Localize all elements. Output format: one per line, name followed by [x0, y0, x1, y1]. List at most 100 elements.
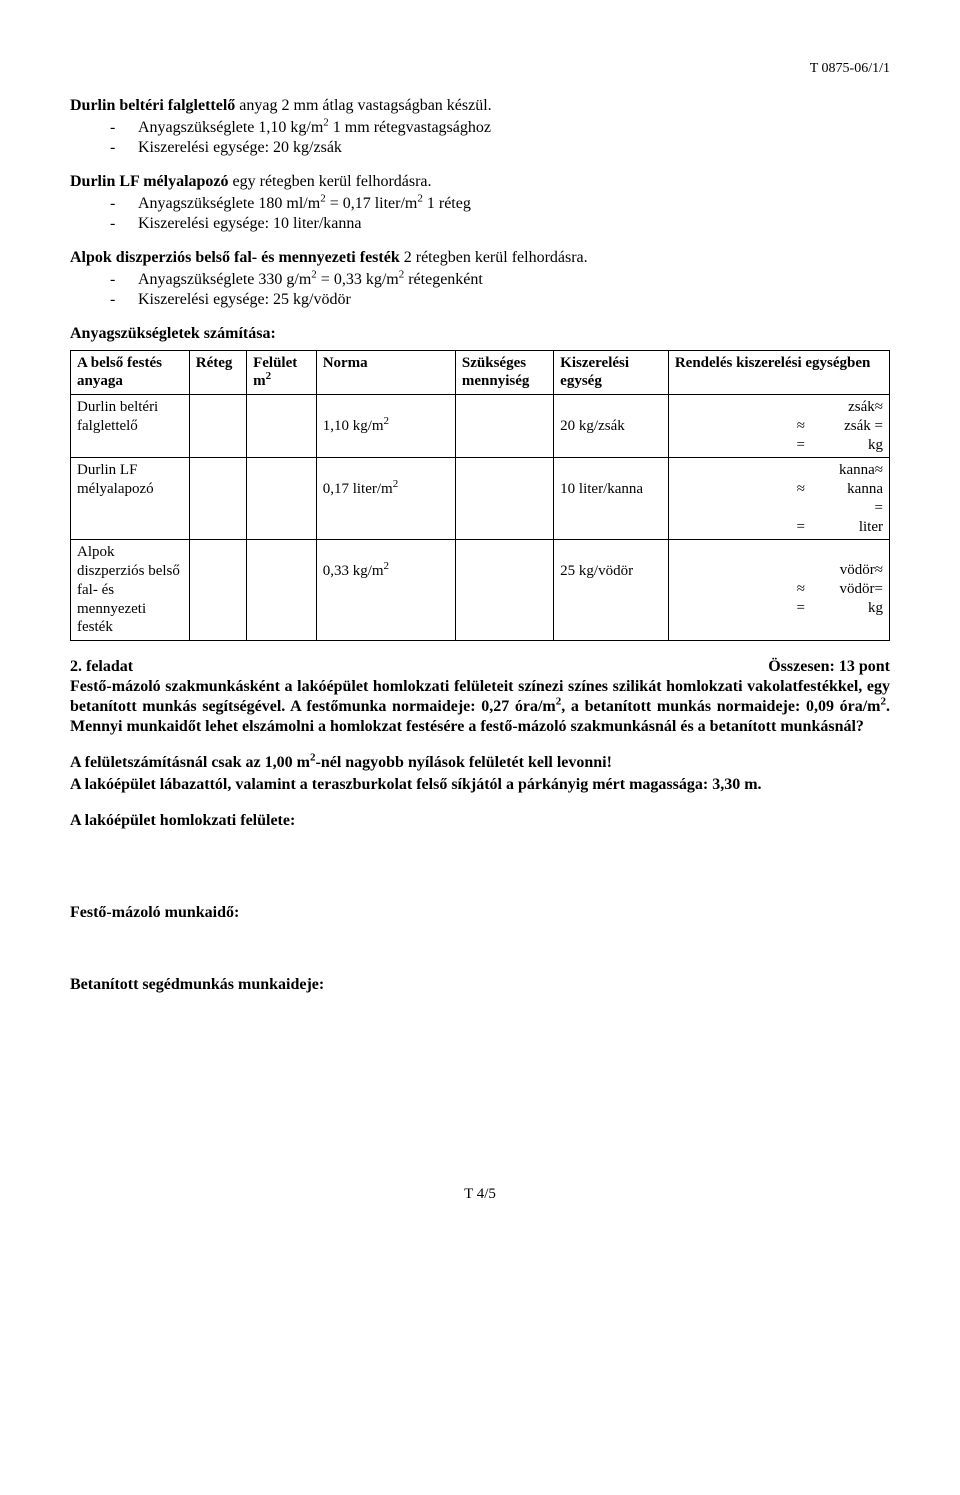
cell-norma: 0,33 kg/m2 — [316, 540, 455, 641]
cell-kisz: 10 liter/kanna — [554, 458, 669, 540]
cell-rend: vödör≈ ≈ vödör= = kg — [668, 540, 889, 641]
intro-block-1: Durlin beltéri falglettelő anyag 2 mm át… — [70, 96, 890, 158]
cell-kisz: 25 kg/vödör — [554, 540, 669, 641]
cell-felulet — [247, 395, 317, 458]
calc-table: A belső festés anyaga Réteg Felület m2 N… — [70, 350, 890, 642]
cell-szukseges — [455, 395, 553, 458]
cell-szukseges — [455, 458, 553, 540]
task2-s2: Festő-mázoló munkaidő: — [70, 903, 890, 923]
bullet-dash: - — [110, 270, 138, 290]
text: 0,17 liter/m — [323, 481, 393, 497]
text: 0,33 kg/m — [323, 563, 384, 579]
cell-anyag: Alpok diszperziós belső fal- és mennyeze… — [71, 540, 190, 641]
cell-kisz: 20 kg/zsák — [554, 395, 669, 458]
result-r1: kanna≈ — [675, 461, 883, 480]
material-3-list: - Anyagszükséglete 330 g/m2 = 0,33 kg/m2… — [70, 270, 890, 310]
cell-anyag: Durlin beltéri falglettelő — [71, 395, 190, 458]
eq-sign: = — [787, 436, 805, 455]
intro-block-3: Alpok diszperziós belső fal- és mennyeze… — [70, 248, 890, 310]
material-1-name: Durlin beltéri falglettelő — [70, 97, 235, 114]
superscript: 2 — [384, 415, 390, 427]
header-code: T 0875-06/1/1 — [70, 60, 890, 78]
material-1-desc: anyag 2 mm átlag vastagságban készül. — [235, 97, 491, 114]
cell-reteg — [189, 540, 246, 641]
result-unit: kg — [835, 599, 883, 618]
material-1-list: - Anyagszükséglete 1,10 kg/m2 1 mm réteg… — [70, 118, 890, 158]
cell-reteg — [189, 458, 246, 540]
calc-title: Anyagszükségletek számítása: — [70, 324, 890, 344]
cell-reteg — [189, 395, 246, 458]
cell-norma: 0,17 liter/m2 — [316, 458, 455, 540]
task2-height-note: A lakóépület lábazattól, valamint a tera… — [70, 775, 890, 795]
cell-felulet — [247, 540, 317, 641]
result-r1: zsák≈ — [675, 398, 883, 417]
table-row: Alpok diszperziós belső fal- és mennyeze… — [71, 540, 890, 641]
eq-sign: = — [787, 518, 805, 537]
cell-felulet — [247, 458, 317, 540]
cell-anyag: Durlin LF mélyalapozó — [71, 458, 190, 540]
th-reteg: Réteg — [189, 350, 246, 395]
text: 25 kg/vödör — [560, 563, 633, 579]
th-rend: Rendelés kiszerelési egységben — [668, 350, 889, 395]
approx-sign: ≈ — [797, 580, 805, 599]
result-r2: kanna = — [835, 480, 883, 518]
result-unit: liter — [835, 518, 883, 537]
result-r2: vödör= — [835, 580, 883, 599]
cell-rend: zsák≈ ≈ zsák = = kg — [668, 395, 889, 458]
list-item: Kiszerelési egysége: 25 kg/vödör — [138, 290, 351, 310]
bullet-dash: - — [110, 118, 138, 138]
material-3-name: Alpok diszperziós belső fal- és mennyeze… — [70, 249, 400, 266]
text: 20 kg/zsák — [560, 418, 625, 434]
material-3-desc: 2 rétegben kerül felhordásra. — [400, 249, 588, 266]
superscript: 2 — [266, 370, 272, 382]
superscript: 2 — [393, 478, 399, 490]
intro-block-2: Durlin LF mélyalapozó egy rétegben kerül… — [70, 172, 890, 234]
text: = 0,33 kg/m — [317, 271, 399, 288]
result-r1: vödör≈ — [675, 561, 883, 580]
material-2-name: Durlin LF mélyalapozó — [70, 173, 229, 190]
task2-note: A felületszámításnál csak az 1,00 m2-nél… — [70, 753, 890, 773]
th-szukseges: Szükséges mennyiség — [455, 350, 553, 395]
approx-sign: ≈ — [797, 480, 805, 518]
task2-label: 2. feladat — [70, 657, 133, 677]
th-kisz: Kiszerelési egység — [554, 350, 669, 395]
material-2-desc: egy rétegben kerül felhordásra. — [229, 173, 432, 190]
text: A felületszámításnál csak az 1,00 m — [70, 754, 310, 771]
task2-points: Összesen: 13 pont — [768, 657, 890, 677]
cell-szukseges — [455, 540, 553, 641]
cell-norma: 1,10 kg/m2 — [316, 395, 455, 458]
table-header-row: A belső festés anyaga Réteg Felület m2 N… — [71, 350, 890, 395]
table-row: Durlin beltéri falglettelő 1,10 kg/m2 20… — [71, 395, 890, 458]
text: , a betanított munkás normaideje: 0,09 ó… — [561, 698, 880, 715]
text: 1 mm rétegvastagsághoz — [329, 119, 491, 136]
result-r2: zsák = — [835, 417, 883, 436]
th-norma: Norma — [316, 350, 455, 395]
eq-sign: = — [787, 599, 805, 618]
task-2: 2. feladat Összesen: 13 pont Festő-mázol… — [70, 657, 890, 995]
text: 1 réteg — [423, 195, 471, 212]
th-felulet: Felület m2 — [247, 350, 317, 395]
approx-sign: ≈ — [797, 417, 805, 436]
superscript: 2 — [384, 560, 390, 572]
result-unit: kg — [835, 436, 883, 455]
list-item: Anyagszükséglete 1,10 kg/m2 1 mm rétegva… — [138, 118, 491, 138]
text: 1,10 kg/m — [323, 418, 384, 434]
text: Anyagszükséglete 180 ml/m — [138, 195, 320, 212]
text: Anyagszükséglete 1,10 kg/m — [138, 119, 323, 136]
material-2-list: - Anyagszükséglete 180 ml/m2 = 0,17 lite… — [70, 194, 890, 234]
list-item: Kiszerelési egysége: 20 kg/zsák — [138, 138, 342, 158]
th-anyag: A belső festés anyaga — [71, 350, 190, 395]
task2-s1: A lakóépület homlokzati felülete: — [70, 811, 890, 831]
bullet-dash: - — [110, 214, 138, 234]
table-row: Durlin LF mélyalapozó 0,17 liter/m2 10 l… — [71, 458, 890, 540]
task2-s3: Betanított segédmunkás munkaideje: — [70, 975, 890, 995]
text: -nél nagyobb nyílások felületét kell lev… — [315, 754, 611, 771]
list-item: Kiszerelési egysége: 10 liter/kanna — [138, 214, 361, 234]
text: 10 liter/kanna — [560, 481, 643, 497]
list-item: Anyagszükséglete 180 ml/m2 = 0,17 liter/… — [138, 194, 471, 214]
list-item: Anyagszükséglete 330 g/m2 = 0,33 kg/m2 r… — [138, 270, 483, 290]
bullet-dash: - — [110, 138, 138, 158]
cell-rend: kanna≈ ≈ kanna = = liter — [668, 458, 889, 540]
text: = 0,17 liter/m — [326, 195, 418, 212]
text: rétegenként — [404, 271, 483, 288]
